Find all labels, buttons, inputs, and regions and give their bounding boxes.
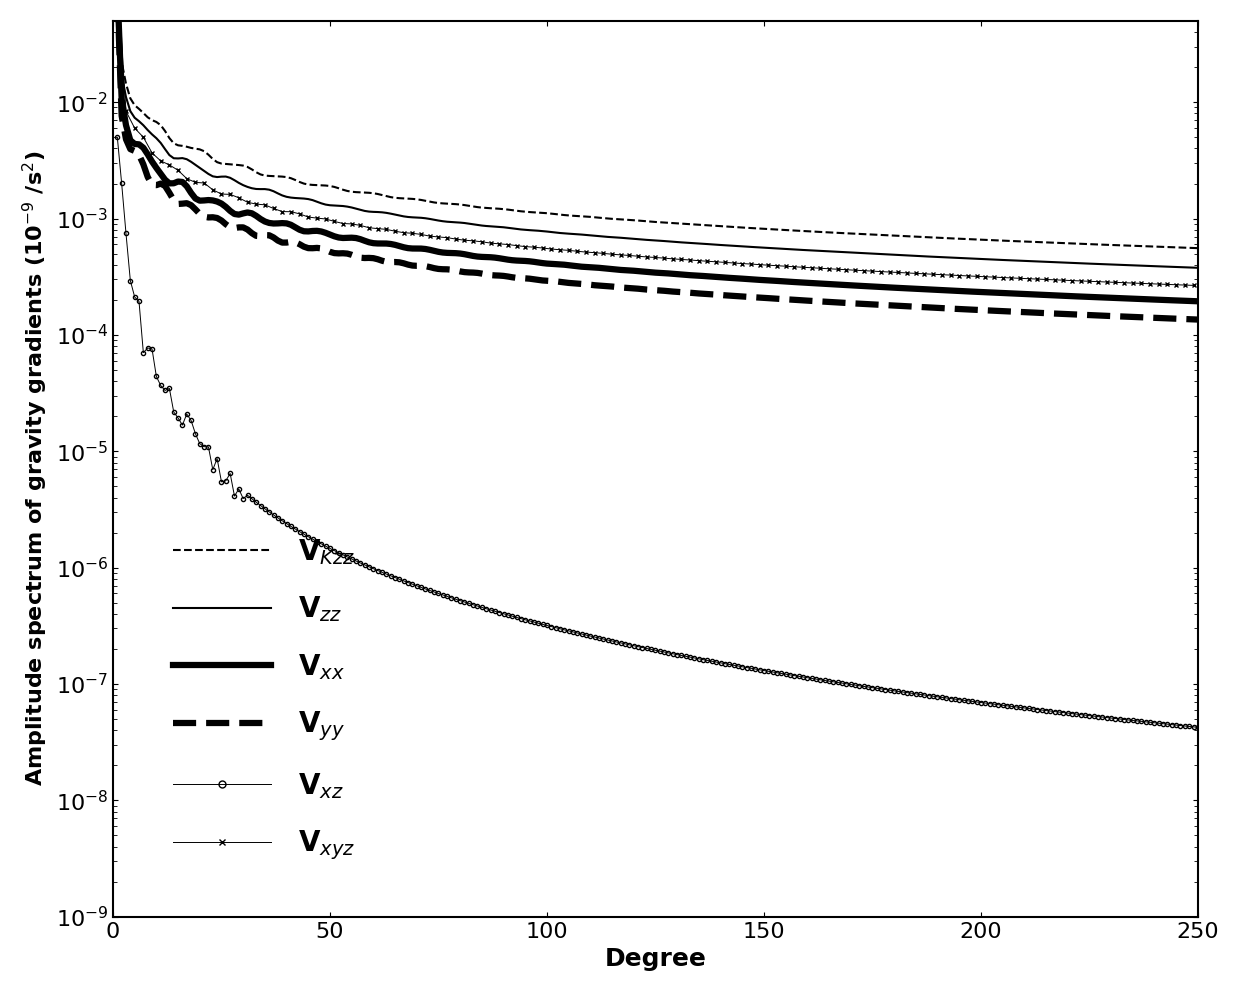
Y-axis label: Amplitude spectrum of gravity gradients (10$^{-9}$ /s$^2$): Amplitude spectrum of gravity gradients … [21,151,50,787]
X-axis label: Degree: Degree [604,947,707,971]
Legend: $\mathbf{V}_{Kzz}$, $\mathbf{V}_{zz}$, $\mathbf{V}_{xx}$, $\mathbf{V}_{yy}$, $\m: $\mathbf{V}_{Kzz}$, $\mathbf{V}_{zz}$, $… [160,523,370,876]
